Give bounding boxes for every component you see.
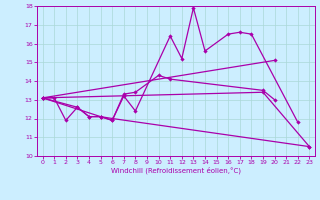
X-axis label: Windchill (Refroidissement éolien,°C): Windchill (Refroidissement éolien,°C) <box>111 167 241 174</box>
